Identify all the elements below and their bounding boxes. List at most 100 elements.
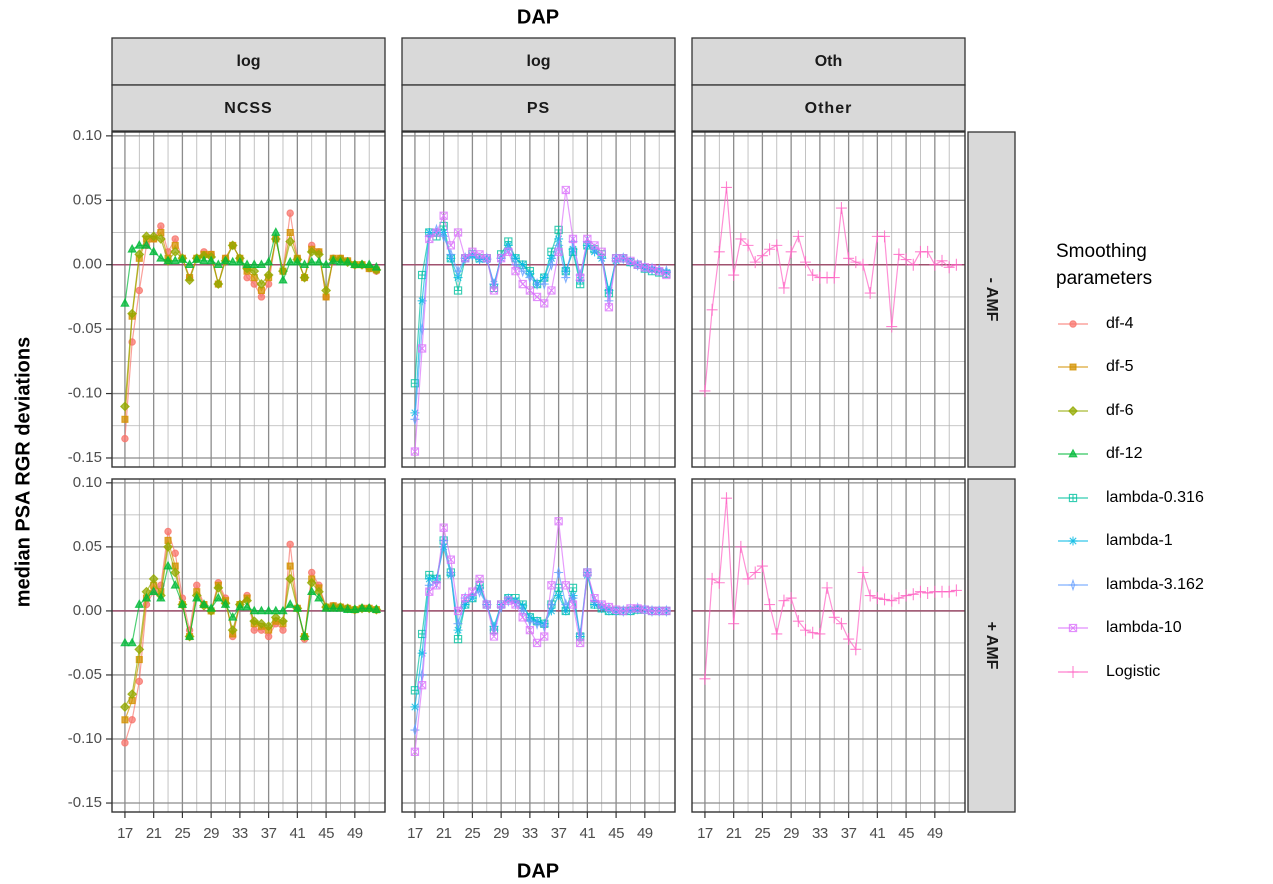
x-tick-label: 45: [608, 825, 624, 842]
strip-background: [967, 478, 1016, 813]
data-point: [148, 231, 159, 242]
x-tick-label: 29: [783, 825, 799, 842]
data-point: [778, 281, 790, 294]
data-point: [263, 605, 274, 615]
legend-key-marker: [1068, 405, 1078, 416]
data-point: [518, 260, 528, 270]
data-point: [561, 266, 571, 276]
legend-key-marker: [1069, 320, 1077, 328]
data-point: [771, 627, 783, 640]
data-point: [120, 637, 130, 647]
data-point: [321, 603, 331, 612]
data-point: [206, 603, 216, 612]
data-point: [256, 259, 267, 269]
data-point: [504, 247, 513, 256]
data-point: [163, 541, 174, 552]
legend-item: df-6: [1056, 389, 1246, 433]
data-point: [843, 252, 855, 265]
data-point: [453, 625, 463, 635]
series-line: [124, 213, 377, 439]
legend-key: [1058, 448, 1088, 458]
panel-border: [401, 478, 676, 813]
data-point: [900, 589, 912, 602]
legend-label: lambda-3.162: [1106, 575, 1204, 593]
data-point: [220, 599, 231, 608]
legend-item: lambda-1: [1056, 520, 1246, 564]
x-tick-label: 25: [175, 825, 191, 842]
data-point: [278, 616, 288, 627]
legend-key-marker: [1068, 624, 1078, 633]
data-point: [227, 625, 238, 636]
data-point: [604, 303, 614, 312]
data-point: [342, 604, 353, 613]
data-point: [554, 234, 564, 244]
x-tick-label: 21: [436, 825, 452, 842]
data-point: [127, 689, 138, 700]
data-point: [756, 249, 768, 262]
data-point: [192, 254, 202, 263]
data-point: [213, 592, 224, 602]
legend-key: [1058, 624, 1088, 633]
data-point: [213, 582, 224, 593]
data-point: [800, 624, 812, 637]
data-point: [518, 279, 527, 289]
data-point: [699, 672, 711, 685]
data-point: [633, 605, 643, 615]
data-point: [249, 266, 260, 277]
data-point: [496, 254, 506, 263]
x-tick-label: 17: [697, 825, 713, 842]
data-point: [807, 269, 819, 282]
data-point: [561, 271, 571, 284]
data-point: [184, 631, 195, 640]
data-point: [482, 254, 491, 263]
data-point: [285, 256, 295, 266]
data-point: [285, 573, 296, 584]
data-point: [227, 240, 238, 251]
data-point: [321, 285, 332, 296]
legend-label: df-12: [1106, 445, 1143, 463]
legend-key-marker: [1068, 493, 1078, 502]
data-point: [864, 287, 876, 300]
data-point: [467, 593, 477, 603]
data-point: [568, 234, 578, 244]
data-point: [119, 701, 130, 712]
data-point: [364, 259, 374, 269]
data-point: [227, 611, 238, 621]
data-point: [148, 586, 159, 596]
data-layer: [119, 181, 962, 756]
data-point: [576, 638, 585, 648]
legend-key-marker: [1068, 448, 1078, 458]
data-point: [561, 185, 570, 195]
data-point: [539, 273, 549, 283]
data-point: [943, 585, 955, 598]
data-point: [785, 592, 797, 605]
y-axis-title: median PSA RGR deviations: [12, 337, 34, 607]
data-point: [249, 605, 259, 615]
data-point: [728, 269, 740, 282]
data-point: [453, 228, 463, 237]
data-point: [879, 230, 891, 243]
data-point: [907, 258, 919, 271]
data-point: [742, 239, 754, 252]
data-point: [256, 605, 267, 615]
legend-item: lambda-0.316: [1056, 476, 1246, 520]
data-point: [371, 261, 382, 271]
x-tick-label: 29: [493, 825, 509, 842]
data-point: [249, 259, 259, 269]
data-point: [177, 599, 188, 608]
data-point: [511, 253, 521, 263]
data-point: [539, 619, 549, 629]
data-point: [270, 612, 281, 623]
data-point: [771, 239, 783, 252]
data-point: [213, 279, 224, 290]
data-point: [119, 401, 130, 412]
data-point: [285, 599, 295, 608]
data-point: [922, 245, 934, 258]
data-point: [335, 256, 346, 266]
data-point: [417, 296, 427, 306]
data-point: [199, 255, 209, 265]
data-point: [540, 299, 549, 308]
data-point: [453, 264, 463, 278]
x-tick-label: 21: [146, 825, 162, 842]
